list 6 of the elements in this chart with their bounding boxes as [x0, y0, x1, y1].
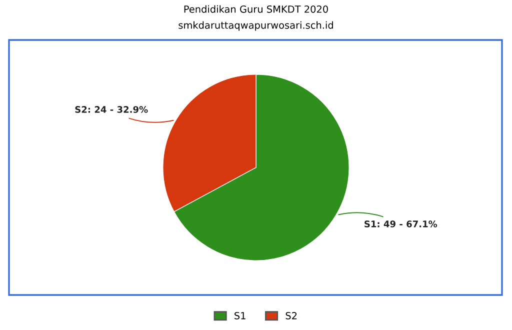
data-label: S2: 24 - 32.9% — [75, 106, 148, 113]
legend-label: S2 — [286, 312, 297, 320]
legend-label: S1 — [234, 312, 246, 320]
chart-subtitle: smkdaruttaqwapurwosari.sch.id — [178, 21, 333, 31]
data-label: S1: 49 - 67.1% — [364, 220, 438, 228]
chart-title: Pendidikan Guru SMKDT 2020 — [184, 5, 328, 13]
